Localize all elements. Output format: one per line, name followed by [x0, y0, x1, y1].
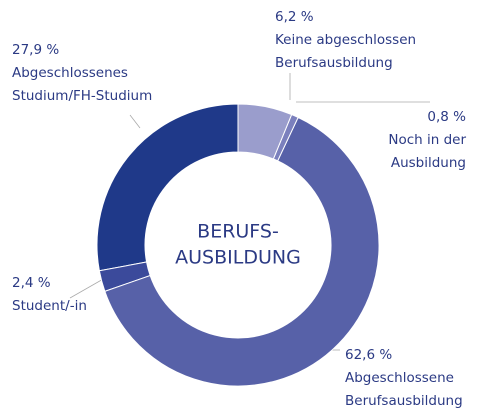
category-label: Berufsausbildung [345, 393, 463, 409]
leader-line [129, 114, 141, 129]
category-label: Abgeschlossene [345, 370, 454, 386]
donut-segment [98, 261, 151, 292]
value-label: 27,9 % [12, 42, 59, 58]
value-label: 62,6 % [345, 347, 392, 363]
category-label: Student/-in [12, 298, 87, 314]
value-label: 6,2 % [275, 9, 314, 25]
center-title: BERUFS- [197, 221, 279, 243]
value-label: 0,8 % [427, 109, 466, 125]
category-label: Ausbildung [391, 155, 466, 171]
category-label: Berufsausbildung [275, 55, 393, 71]
leader-line [69, 277, 106, 299]
category-label: Studium/FH-Studium [12, 88, 152, 104]
category-label: Keine abgeschlossen [275, 32, 416, 48]
donut-segment [237, 103, 293, 160]
donut-segment [96, 103, 239, 272]
donut-segment [104, 116, 380, 387]
center-title: AUSBILDUNG [175, 247, 301, 269]
value-label: 2,4 % [12, 275, 51, 291]
category-label: Noch in der [388, 132, 466, 148]
category-label: Abgeschlossenes [12, 65, 128, 81]
